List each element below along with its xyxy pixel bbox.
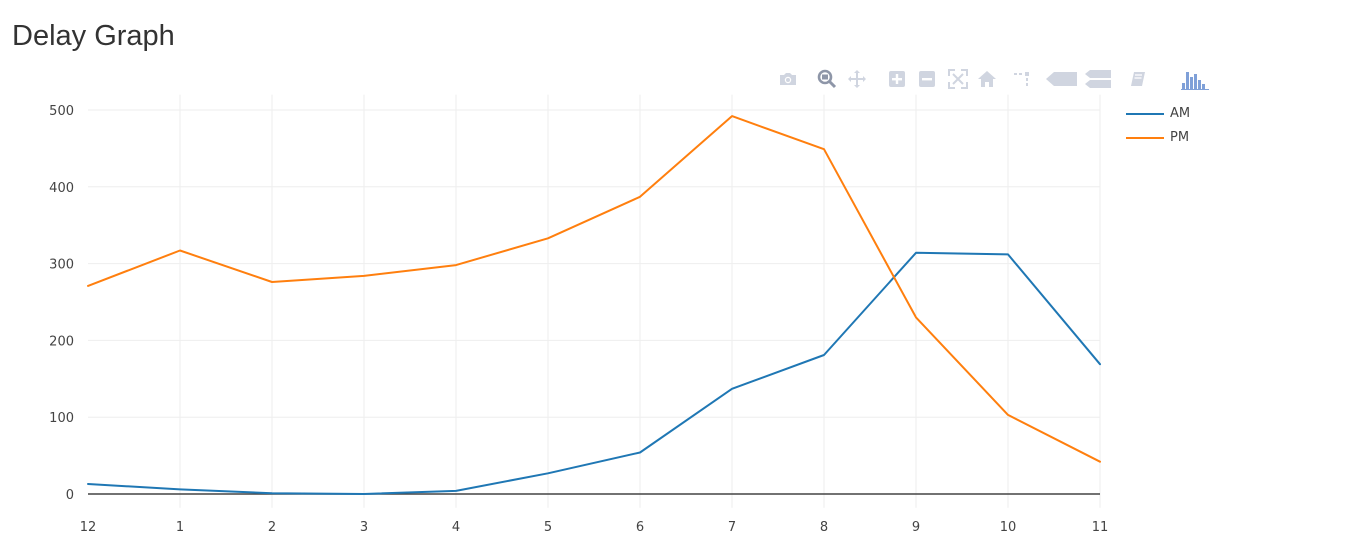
edit-chart-icon[interactable] (1126, 67, 1150, 91)
data-point-am[interactable] (82, 478, 94, 490)
data-point-pm[interactable] (818, 143, 830, 155)
data-point-pm[interactable] (358, 270, 370, 282)
grid-lines (88, 94, 1101, 508)
data-point-pm[interactable] (82, 280, 94, 292)
data-point-pm[interactable] (634, 191, 646, 203)
zoom-icon[interactable] (815, 67, 839, 91)
x-axis-ticks: 12 1 2 3 4 5 6 7 8 9 10 11 (80, 520, 1109, 535)
home-icon[interactable] (975, 67, 999, 91)
x-tick-label: 9 (912, 520, 920, 535)
x-tick-label: 2 (268, 520, 276, 535)
legend-swatch-am (1126, 113, 1164, 115)
data-point-am[interactable] (910, 247, 922, 259)
x-tick-label: 5 (544, 520, 552, 535)
data-point-am[interactable] (542, 467, 554, 479)
data-point-am[interactable] (1002, 248, 1014, 260)
data-point-pm[interactable] (726, 110, 738, 122)
zoom-in-icon[interactable] (885, 67, 909, 91)
data-point-pm[interactable] (174, 245, 186, 257)
hover-closest-icon[interactable] (1046, 67, 1078, 91)
data-point-am[interactable] (266, 487, 278, 499)
data-point-pm[interactable] (1002, 409, 1014, 421)
legend-item-am[interactable]: AM (1126, 105, 1206, 123)
data-point-pm[interactable] (910, 311, 922, 323)
y-tick-label: 400 (49, 181, 74, 196)
data-point-am[interactable] (634, 447, 646, 459)
series-line-pm[interactable] (87, 115, 1101, 463)
x-tick-label: 10 (1000, 520, 1017, 535)
x-tick-label: 7 (728, 520, 736, 535)
hover-compare-icon[interactable] (1085, 67, 1111, 91)
data-point-am[interactable] (726, 383, 738, 395)
data-point-pm[interactable] (450, 259, 462, 271)
x-tick-label: 1 (176, 520, 184, 535)
data-point-am[interactable] (450, 485, 462, 497)
plotly-logo-icon[interactable] (1180, 67, 1212, 91)
x-tick-label: 11 (1092, 520, 1109, 535)
pan-icon[interactable] (845, 67, 869, 91)
data-point-am[interactable] (818, 349, 830, 361)
series-line-am[interactable] (87, 251, 1101, 495)
y-tick-label: 100 (49, 411, 74, 426)
y-tick-label: 200 (49, 334, 74, 349)
data-point-pm[interactable] (266, 276, 278, 288)
x-tick-label: 4 (452, 520, 460, 535)
data-point-pm[interactable] (1094, 456, 1106, 468)
x-tick-label: 6 (636, 520, 644, 535)
x-tick-label: 3 (360, 520, 368, 535)
autoscale-icon[interactable] (946, 67, 970, 91)
data-point-am[interactable] (1094, 358, 1106, 370)
page-title: Delay Graph (12, 20, 175, 52)
x-tick-label: 12 (80, 520, 97, 535)
y-tick-label: 500 (49, 104, 74, 119)
legend-label-pm: PM (1170, 130, 1190, 145)
legend-label-am: AM (1170, 106, 1191, 121)
series-lines[interactable] (82, 110, 1106, 500)
data-point-pm[interactable] (542, 232, 554, 244)
y-axis-ticks: 0 100 200 300 400 500 (49, 104, 74, 503)
data-point-am[interactable] (174, 483, 186, 495)
spikelines-icon[interactable] (1010, 67, 1034, 91)
camera-icon[interactable] (776, 67, 800, 91)
zoom-out-icon[interactable] (915, 67, 939, 91)
legend-swatch-pm (1126, 137, 1164, 139)
y-tick-label: 300 (49, 258, 74, 273)
y-tick-label: 0 (66, 488, 74, 503)
data-point-am[interactable] (358, 488, 370, 500)
x-tick-label: 8 (820, 520, 828, 535)
legend-item-pm[interactable]: PM (1126, 129, 1206, 147)
